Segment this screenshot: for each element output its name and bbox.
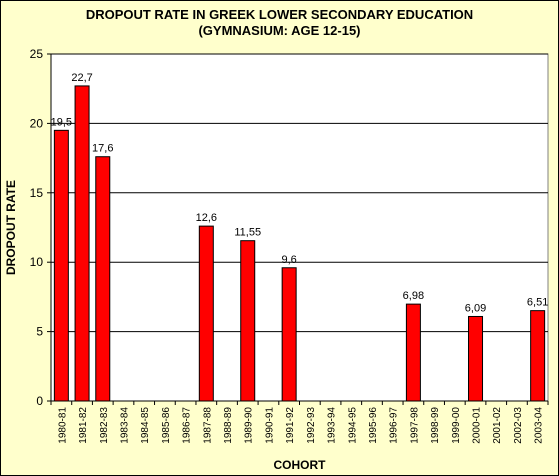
x-tick-label: 2000-01 (472, 407, 483, 444)
x-tick-label: 1995-96 (368, 407, 379, 444)
gridlines (51, 53, 548, 333)
data-labels: 19,5 22,7 17,6 12,6 11,55 9,6 6,98 6,09 6,51 (51, 72, 549, 315)
data-label: 6,98 (403, 290, 424, 302)
chart-title: DROPOUT RATE IN GREEK LOWER SECONDARY ED… (85, 7, 474, 22)
chart-subtitle: (GYMNASIUM: AGE 12-15) (198, 23, 361, 38)
x-tick-label: 1990-91 (264, 407, 275, 444)
bar (240, 240, 256, 402)
data-label: 6,09 (465, 302, 486, 314)
x-tick-label: 1982-83 (99, 407, 110, 444)
x-tick-label: 1985-86 (161, 407, 172, 444)
data-label: 9,6 (281, 254, 296, 266)
y-tick-label: 10 (30, 255, 44, 269)
x-tick-label: 1987-88 (202, 407, 213, 444)
x-tick-label: 1992-93 (306, 407, 317, 444)
data-label: 6,51 (527, 297, 548, 309)
x-tick-label: 1999-00 (451, 407, 462, 444)
x-tick-label: 2002-03 (513, 407, 524, 444)
x-tick-label: 1998-99 (430, 407, 441, 444)
data-label: 11,55 (234, 227, 261, 239)
x-tick-label: 1994-95 (347, 407, 358, 444)
x-axis-label: COHORT (274, 458, 327, 472)
x-tick-label: 1983-84 (119, 407, 130, 444)
data-label: 17,6 (92, 143, 113, 155)
bar (468, 315, 484, 402)
y-tick-label: 5 (36, 325, 43, 339)
x-tick-label: 1996-97 (389, 407, 400, 444)
x-tick-label: 1980-81 (57, 407, 68, 444)
bar (405, 303, 421, 402)
data-label: 12,6 (196, 212, 217, 224)
x-tick-label: 1988-89 (223, 407, 234, 444)
bar (95, 156, 111, 402)
x-tick-label: 1981-82 (78, 407, 89, 444)
bar (198, 225, 214, 402)
x-tick-label: 1993-94 (327, 407, 338, 444)
bars (53, 85, 546, 402)
x-tick-label: 1984-85 (140, 407, 151, 444)
y-tick-label: 25 (30, 47, 44, 61)
bar (53, 129, 69, 402)
x-tick-label: 2003-04 (534, 407, 545, 444)
y-tick-label: 20 (30, 116, 44, 130)
plot-area (50, 53, 549, 402)
y-axis-label: DROPOUT RATE (4, 180, 18, 275)
x-tick-label: 1997-98 (409, 407, 420, 444)
bar (281, 267, 297, 402)
x-tick-label: 1986-87 (182, 407, 193, 444)
data-label: 19,5 (51, 116, 72, 128)
data-label: 22,7 (71, 72, 92, 84)
axes: 0 5 10 15 20 25 1980-81 1981-82 1982-83 1983-84 19… (30, 47, 549, 444)
x-tick-label: 2001-02 (492, 407, 503, 444)
x-tick-label: 1989-90 (244, 407, 255, 444)
y-tick-label: 15 (30, 186, 44, 200)
bar (74, 85, 90, 402)
x-tick-label: 1991-92 (285, 407, 296, 444)
y-tick-label: 0 (36, 394, 43, 408)
bar (530, 310, 546, 402)
